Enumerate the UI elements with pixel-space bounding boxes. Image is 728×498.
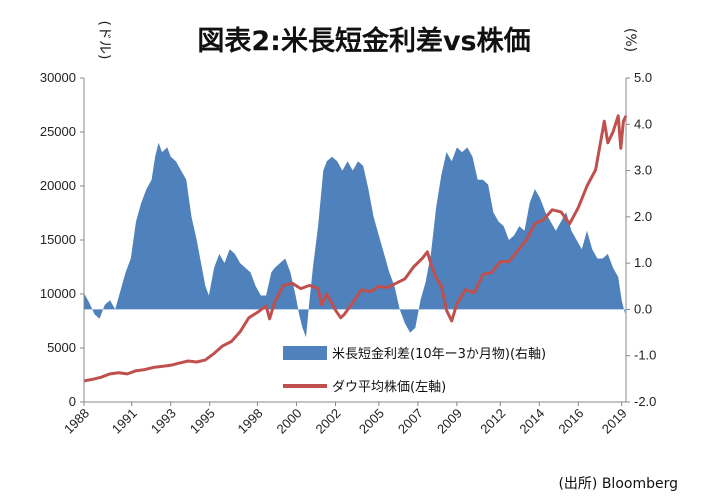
x-tick-label: 2005 — [356, 406, 387, 437]
x-tick-label: 2000 — [274, 406, 305, 437]
left-tick-label: 30000 — [40, 70, 76, 85]
x-tick-label: 1995 — [187, 406, 218, 437]
right-tick-label: -2.0 — [634, 394, 656, 409]
right-tick-label: 3.0 — [634, 163, 652, 178]
x-tick-label: 1993 — [148, 406, 179, 437]
x-tick-label: 2016 — [555, 406, 586, 437]
series-area-spread — [84, 142, 626, 338]
x-tick-label: 1998 — [235, 406, 266, 437]
right-tick-label: 2.0 — [634, 209, 652, 224]
series-line-dow — [83, 114, 628, 383]
source-note: (出所) Bloomberg — [558, 476, 678, 492]
legend-swatch-spread — [283, 346, 327, 360]
x-tick-label: 2019 — [599, 406, 630, 437]
left-tick-label: 25000 — [40, 124, 76, 139]
x-tick-label: 2007 — [395, 406, 426, 437]
right-tick-label: 5.0 — [634, 70, 652, 85]
legend: 米長短金利差(10年ー3か月物)(右軸) ダウ平均株価(左軸) — [283, 346, 546, 395]
chart-title: 図表2:米長短金利差vs株価 — [197, 25, 530, 57]
right-tick-label: 4.0 — [634, 116, 652, 131]
x-tick-label: 2012 — [477, 406, 508, 437]
legend-label-spread: 米長短金利差(10年ー3か月物)(右軸) — [332, 346, 546, 362]
left-tick-label: 5000 — [47, 340, 76, 355]
left-tick-label: 15000 — [40, 232, 76, 247]
right-axis-unit: (%) — [622, 28, 638, 52]
x-tick-label: 2014 — [516, 406, 547, 437]
x-tick-label: 1991 — [109, 406, 140, 437]
left-tick-label: 10000 — [40, 286, 76, 301]
left-axis-unit: (ドル) — [96, 21, 112, 60]
right-tick-label: 0.0 — [634, 301, 652, 316]
right-tick-label: -1.0 — [634, 348, 656, 363]
left-tick-label: 20000 — [40, 178, 76, 193]
legend-label-dow: ダウ平均株価(左軸) — [332, 380, 446, 395]
left-tick-label: 0 — [69, 394, 76, 409]
x-tick-label: 1988 — [61, 406, 92, 437]
right-tick-label: 1.0 — [634, 255, 652, 270]
x-tick-label: 2009 — [434, 406, 465, 437]
x-tick-label: 2002 — [313, 406, 344, 437]
